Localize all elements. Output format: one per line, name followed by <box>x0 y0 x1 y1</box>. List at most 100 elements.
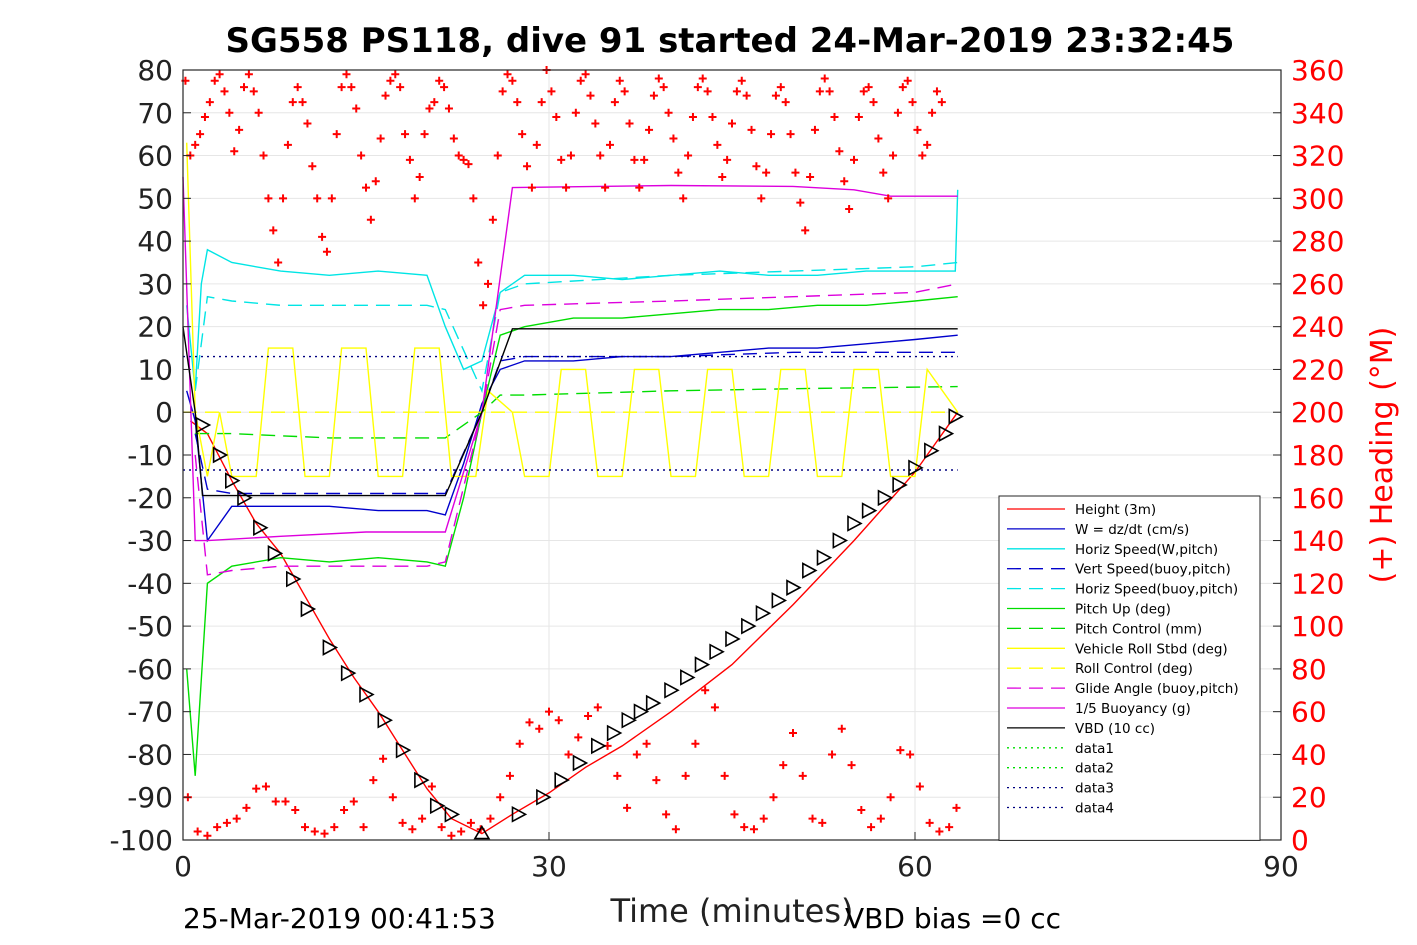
heading-point-1-67 <box>837 724 846 733</box>
depth-marker-32 <box>755 604 772 622</box>
y-tick-label-16: -80 <box>127 738 173 771</box>
heading-point-1-39 <box>564 750 573 759</box>
heading-point-1-64 <box>808 814 817 823</box>
heading-point-1-24 <box>418 814 427 823</box>
legend-label-3: Vert Speed(buoy,pitch) <box>1075 562 1231 578</box>
heading-point-0-140 <box>864 83 873 92</box>
heading-point-1-26 <box>437 823 446 832</box>
heading-point-0-145 <box>889 151 898 160</box>
series-line-11 <box>182 326 958 497</box>
depth-marker-5 <box>267 545 284 562</box>
heading-point-0-73 <box>537 98 546 107</box>
heading-point-0-66 <box>503 70 512 79</box>
heading-point-0-4 <box>200 113 209 122</box>
heading-point-1-73 <box>896 746 905 755</box>
heading-point-1-70 <box>867 823 876 832</box>
heading-point-0-48 <box>415 172 424 181</box>
heading-point-1-6 <box>242 803 251 812</box>
heading-point-0-153 <box>928 108 937 117</box>
y2-tick-label-14: 80 <box>1291 653 1327 686</box>
heading-point-0-67 <box>508 76 517 85</box>
heading-point-0-82 <box>581 70 590 79</box>
depth-marker-2 <box>225 472 241 490</box>
heading-point-0-108 <box>708 113 717 122</box>
heading-point-0-103 <box>684 151 693 160</box>
heading-point-0-72 <box>532 140 541 149</box>
heading-points <box>181 66 961 840</box>
depth-marker-43 <box>924 442 940 460</box>
heading-point-0-85 <box>596 151 605 160</box>
heading-point-0-59 <box>469 194 478 203</box>
heading-point-1-47 <box>642 739 651 748</box>
heading-point-1-34 <box>515 739 524 748</box>
heading-point-0-147 <box>898 83 907 92</box>
heading-point-0-126 <box>796 198 805 207</box>
heading-point-0-155 <box>937 98 946 107</box>
heading-point-1-7 <box>252 784 261 793</box>
heading-point-1-16 <box>340 806 349 815</box>
heading-point-1-49 <box>662 810 671 819</box>
heading-point-0-60 <box>474 258 483 267</box>
depth-marker-24 <box>633 703 650 721</box>
y-tick-label-8: 0 <box>155 396 173 429</box>
legend-label-11: VBD (10 cc) <box>1075 721 1155 737</box>
x-tick-label-1: 30 <box>531 850 567 883</box>
heading-point-0-27 <box>313 194 322 203</box>
heading-point-1-51 <box>681 771 690 780</box>
depth-marker-11 <box>377 711 393 729</box>
y2-tick-label-7: 220 <box>1291 353 1344 386</box>
y-tick-label-10: -20 <box>127 482 173 515</box>
heading-point-0-44 <box>396 83 405 92</box>
heading-point-0-111 <box>723 155 732 164</box>
heading-point-0-6 <box>210 76 219 85</box>
legend-label-8: Roll Control (deg) <box>1075 661 1193 677</box>
footer-vbd-bias: VBD bias =0 cc <box>845 902 1061 935</box>
series-line-5 <box>186 296 958 776</box>
heading-point-0-14 <box>249 87 258 96</box>
heading-point-1-69 <box>857 806 866 815</box>
depth-marker-7 <box>300 600 317 618</box>
heading-point-1-21 <box>388 793 397 802</box>
heading-point-0-144 <box>884 194 893 203</box>
depth-marker-39 <box>861 502 878 519</box>
y2-tick-label-15: 60 <box>1291 696 1327 729</box>
depth-marker-3 <box>237 489 253 507</box>
heading-point-1-50 <box>671 825 680 834</box>
depth-marker-20 <box>572 754 589 772</box>
heading-point-0-83 <box>586 91 595 100</box>
legend-label-13: data2 <box>1075 761 1114 777</box>
x-tick-label-3: 90 <box>1263 850 1299 883</box>
heading-point-1-53 <box>701 686 710 695</box>
heading-point-1-40 <box>574 733 583 742</box>
x-axis-label: Time (minutes) <box>610 892 854 930</box>
heading-point-1-36 <box>535 724 544 733</box>
heading-point-1-55 <box>720 771 729 780</box>
heading-point-0-55 <box>449 134 458 143</box>
heading-point-0-113 <box>732 87 741 96</box>
depth-marker-13 <box>414 771 430 789</box>
heading-point-0-21 <box>283 140 292 149</box>
y2-tick-label-6: 240 <box>1291 311 1344 344</box>
y2-tick-label-16: 40 <box>1291 738 1327 771</box>
y-tick-label-4: 40 <box>137 225 173 258</box>
y-tick-label-3: 50 <box>137 182 173 215</box>
legend-label-9: Glide Angle (buoy,pitch) <box>1075 681 1239 697</box>
heading-point-0-139 <box>859 87 868 96</box>
heading-point-0-78 <box>562 183 571 192</box>
heading-point-0-9 <box>225 108 234 117</box>
heading-point-0-97 <box>654 74 663 83</box>
depth-marker-33 <box>771 592 788 609</box>
heading-point-0-125 <box>791 168 800 177</box>
series-line-4 <box>194 261 958 394</box>
depth-markers <box>195 408 964 840</box>
heading-point-1-72 <box>886 793 895 802</box>
heading-point-0-54 <box>444 104 453 113</box>
heading-point-0-150 <box>913 125 922 134</box>
depth-marker-31 <box>741 617 757 635</box>
heading-point-0-16 <box>259 151 268 160</box>
heading-point-0-80 <box>571 108 580 117</box>
heading-point-1-37 <box>545 707 553 716</box>
heading-point-0-130 <box>815 87 824 96</box>
legend-label-10: 1/5 Buoyancy (g) <box>1075 701 1191 717</box>
